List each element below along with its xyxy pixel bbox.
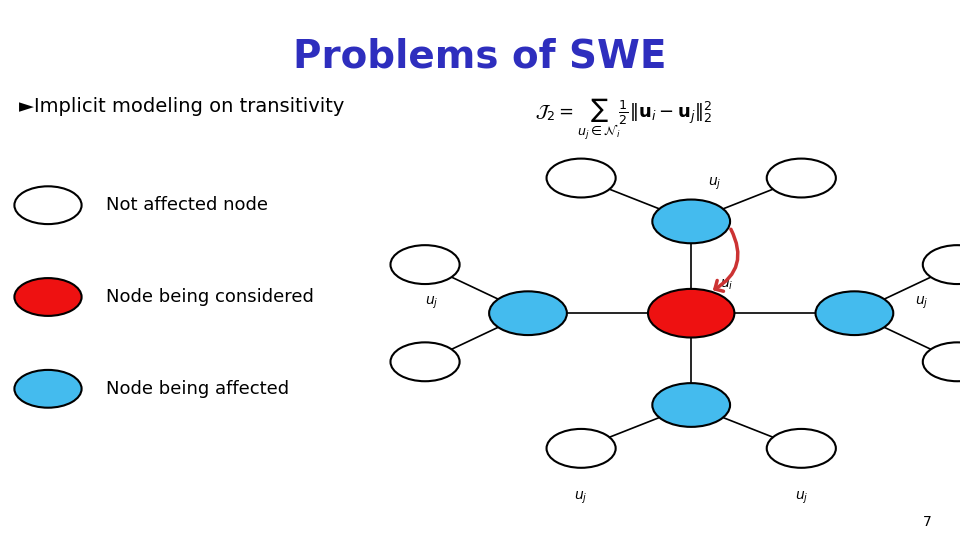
- Circle shape: [923, 342, 960, 381]
- Circle shape: [652, 200, 730, 243]
- Circle shape: [391, 245, 460, 284]
- Circle shape: [652, 383, 730, 427]
- Circle shape: [14, 370, 82, 408]
- Text: $u_j$: $u_j$: [915, 294, 928, 310]
- Circle shape: [648, 289, 734, 338]
- Circle shape: [546, 429, 615, 468]
- Text: $u_j$: $u_j$: [795, 489, 808, 505]
- Circle shape: [546, 159, 615, 198]
- Text: $u_j$: $u_j$: [574, 489, 588, 505]
- Circle shape: [14, 186, 82, 224]
- Text: 7: 7: [923, 515, 931, 529]
- Text: $u_j$: $u_j$: [708, 176, 722, 192]
- Text: Not affected node: Not affected node: [106, 196, 268, 214]
- Circle shape: [767, 159, 836, 198]
- Circle shape: [815, 292, 893, 335]
- Text: Problems of SWE: Problems of SWE: [293, 38, 667, 76]
- Circle shape: [767, 429, 836, 468]
- Text: $u_i$: $u_i$: [720, 277, 733, 292]
- Text: Node being affected: Node being affected: [106, 380, 289, 398]
- Circle shape: [489, 292, 566, 335]
- Circle shape: [923, 245, 960, 284]
- Text: ►Implicit modeling on transitivity: ►Implicit modeling on transitivity: [19, 97, 345, 116]
- FancyArrowPatch shape: [715, 230, 738, 291]
- Text: $\mathcal{J}_2 = \sum_{u_j \in \mathcal{N}_i} \frac{1}{2} \|\mathbf{u}_i - \math: $\mathcal{J}_2 = \sum_{u_j \in \mathcal{…: [536, 97, 712, 143]
- Circle shape: [14, 278, 82, 316]
- Text: Node being considered: Node being considered: [106, 288, 314, 306]
- Circle shape: [391, 342, 460, 381]
- Text: $u_j$: $u_j$: [425, 294, 439, 310]
